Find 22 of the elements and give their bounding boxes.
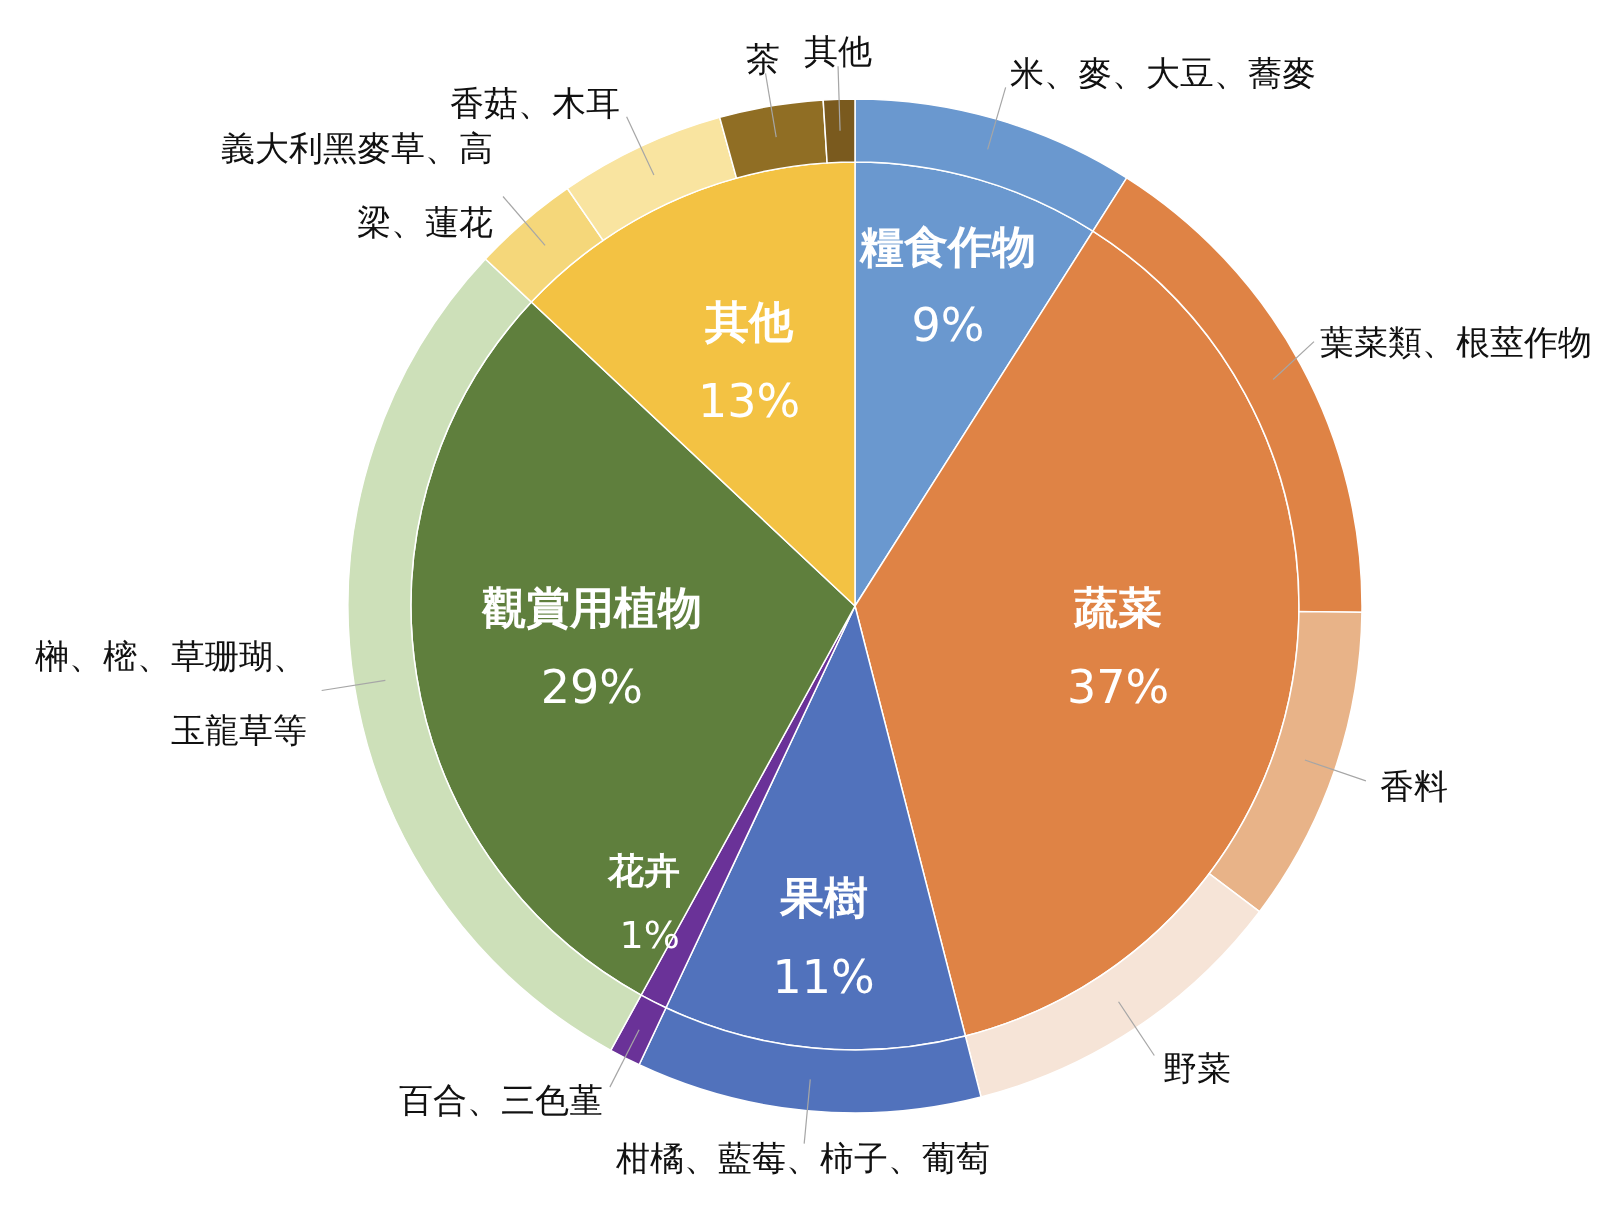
data-label: 9% (911, 298, 985, 353)
data-label: 29% (540, 659, 643, 714)
slice-label: 其他 (803, 31, 872, 72)
slice-label: 百合、三色堇 (399, 1080, 604, 1121)
slice-label: 野菜 (1162, 1047, 1231, 1088)
slice-label: 果樹 (778, 872, 868, 924)
data-label: 11% (772, 949, 875, 1004)
slice-label: 榊、樒、草珊瑚、玉龍草等 (34, 635, 307, 750)
data-label: 13% (698, 373, 801, 428)
slice-label: 茶 (746, 38, 781, 79)
slice-label: 葉菜類、根莖作物 (1320, 321, 1592, 362)
slice-label: 柑橘、藍莓、柿子、葡萄 (614, 1138, 990, 1179)
slice-label: 香菇、木耳 (450, 82, 621, 123)
slice-label: 香料 (1380, 765, 1449, 806)
slice-label: 糧食作物 (858, 221, 1036, 273)
slice-label: 義大利黑麥草、高梁、蓮花 (221, 128, 494, 243)
slice-label: 觀賞用植物 (480, 582, 702, 634)
slice-label: 花卉 (606, 849, 680, 891)
data-label: 37% (1067, 659, 1170, 714)
slice-label: 其他 (704, 296, 795, 348)
slice-label: 米、麥、大豆、蕎麥 (1009, 52, 1316, 93)
slice-label: 蔬菜 (1073, 582, 1163, 634)
